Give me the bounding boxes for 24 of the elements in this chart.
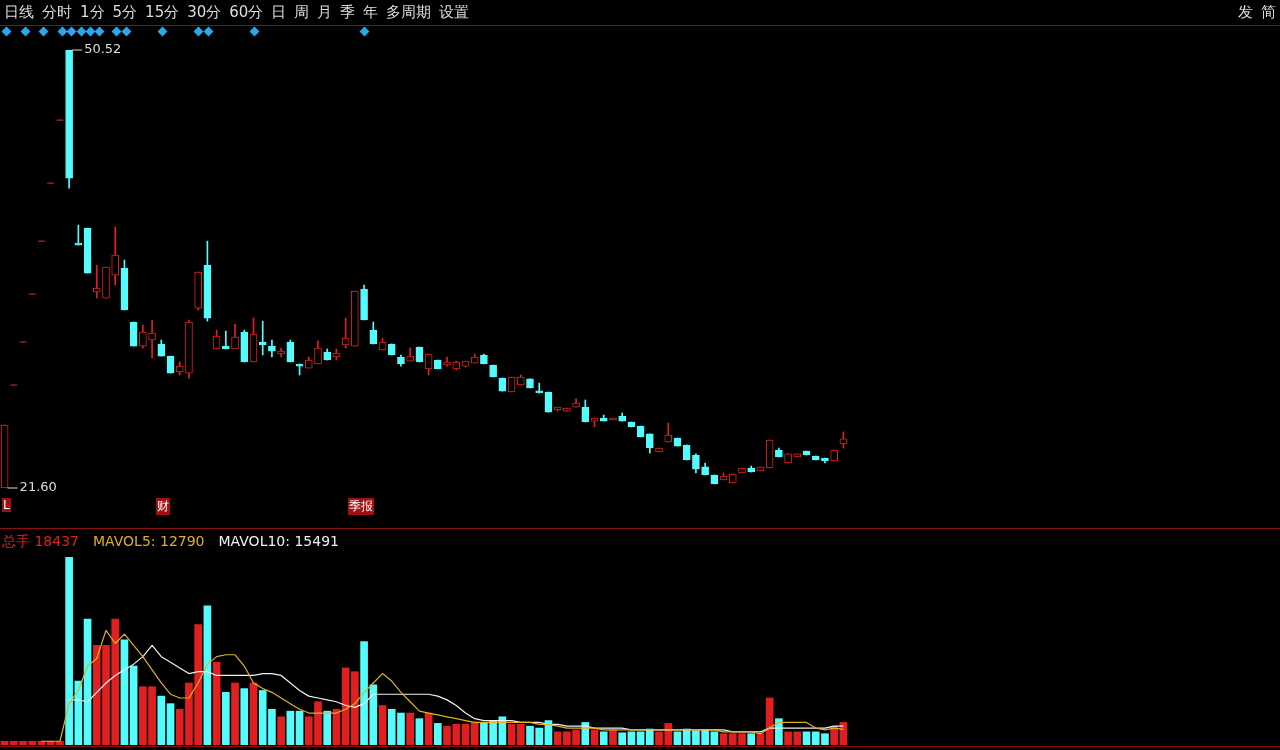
text: 30分 [187,3,222,21]
annotation: 50.52 [84,41,122,57]
text: 简 [1261,3,1276,21]
text: MAVOL10: 15491 [218,533,339,549]
text: 总手 18437 [2,533,79,549]
text: 60分 [229,3,264,21]
annotation: 21.60 [19,479,57,495]
text: 15分 [145,3,180,21]
text: 年 [363,3,379,21]
text: 5分 [112,3,138,21]
text: 分时 [42,3,72,21]
text: 日线 [4,3,34,21]
text: 月 [317,3,333,21]
text: 周 [294,3,310,21]
text: 日 [271,3,287,21]
text: 1分 [80,3,105,21]
text: 设置 [439,3,470,21]
text: 多周期 [386,3,432,21]
text: MAVOL5: 12790 [93,533,205,549]
text: 季 [340,3,356,21]
text: L [2,498,11,512]
text: 财 [156,498,170,515]
text: 发 [1238,3,1253,21]
text: 季报 [348,498,374,515]
